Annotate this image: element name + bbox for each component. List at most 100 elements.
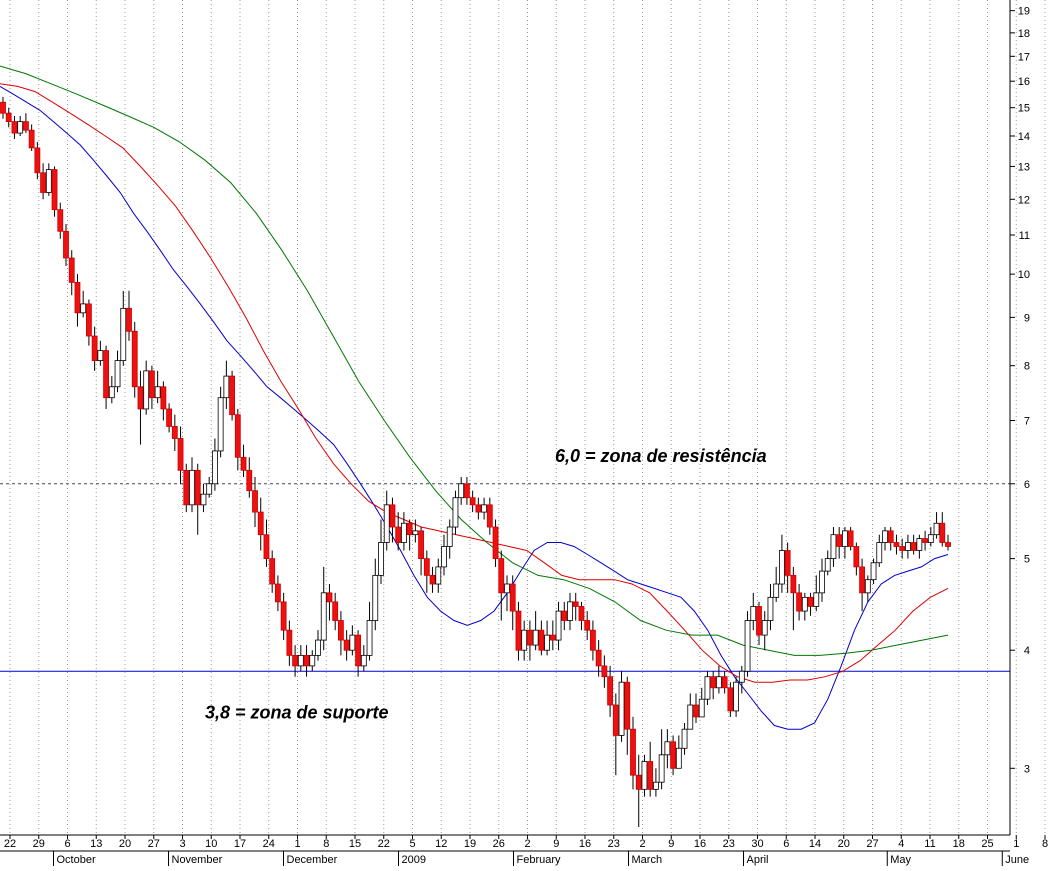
candle	[234, 408, 241, 471]
candle	[86, 299, 92, 346]
candle-body-up	[819, 570, 825, 594]
candle	[590, 620, 596, 661]
x-tick-label: 8	[1042, 838, 1048, 850]
candle	[653, 768, 659, 797]
x-tick-label: 11	[924, 838, 935, 850]
candle	[0, 96, 6, 119]
candle	[527, 620, 533, 661]
y-tick-label: 13	[1018, 161, 1030, 173]
candle-body-up	[441, 546, 447, 568]
candle-body-up	[504, 583, 510, 594]
candle	[836, 527, 843, 559]
candle-body-up	[916, 538, 923, 551]
candle-body-down	[418, 530, 424, 560]
candle-body-up	[297, 654, 304, 667]
candle	[280, 592, 287, 641]
candle	[509, 575, 516, 631]
candle-body-down	[40, 172, 46, 193]
candle-body-up	[767, 596, 774, 621]
candle	[773, 566, 780, 602]
candle	[332, 592, 339, 631]
candle	[870, 558, 877, 585]
candle-body-up	[716, 676, 722, 689]
candle-body-up	[567, 601, 573, 621]
candle-body-down	[275, 583, 281, 603]
candle	[97, 340, 104, 366]
candle-body-up	[309, 654, 316, 667]
candle	[34, 141, 41, 180]
candle-body-down	[171, 426, 178, 439]
candle	[338, 611, 344, 656]
candle-body-up	[366, 620, 373, 656]
candle	[406, 519, 413, 551]
candle-body-down	[91, 335, 98, 362]
candle-body-up	[698, 698, 705, 718]
candle-body-down	[899, 546, 906, 551]
candle	[252, 477, 258, 528]
month-label: April	[747, 854, 769, 866]
candle	[183, 463, 190, 513]
candle	[561, 601, 568, 631]
candle	[750, 592, 757, 631]
candle-body-down	[246, 469, 253, 492]
candle-body-down	[945, 542, 951, 547]
month-label: May	[890, 854, 911, 866]
candle	[492, 519, 499, 567]
candle	[847, 527, 854, 551]
candle-body-up	[200, 493, 207, 506]
x-tick-label: 29	[33, 838, 45, 850]
candle-body-up	[412, 530, 419, 536]
candle	[194, 463, 201, 535]
candle-body-up	[360, 654, 367, 667]
candle	[126, 290, 132, 341]
candle	[223, 360, 230, 409]
x-tick-label: 20	[119, 838, 131, 850]
candle	[418, 527, 424, 576]
candle	[229, 370, 235, 421]
candle	[664, 729, 671, 769]
y-axis: 3 4 5 6 7 8 9 10 11 12 13 14 15 16 17 18 19	[1009, 0, 1030, 835]
candle-body-up	[905, 542, 911, 551]
candle	[555, 601, 562, 651]
x-tick-label: 23	[723, 838, 735, 850]
x-tick-label: 6	[64, 838, 70, 850]
x-tick-label: 18	[953, 838, 965, 850]
x-tick-label: 30	[751, 838, 763, 850]
candle-body-down	[131, 330, 138, 388]
candle	[292, 645, 298, 677]
candle	[275, 575, 281, 612]
candle-body-down	[57, 209, 64, 232]
candles	[0, 96, 951, 828]
candle-body-up	[618, 681, 625, 736]
candle	[538, 620, 545, 656]
candle	[567, 592, 573, 631]
candle-body-down	[166, 408, 172, 427]
x-tick-label: 1	[294, 838, 300, 850]
candle-body-down	[252, 490, 258, 513]
x-tick-label: 22	[4, 838, 16, 850]
candle	[481, 497, 487, 520]
candle-body-down	[601, 665, 608, 678]
candle	[177, 426, 184, 484]
candle-body-down	[68, 257, 75, 283]
candle-body-down	[86, 303, 92, 337]
candle-body-up	[653, 781, 659, 790]
candle	[864, 575, 871, 602]
y-tick-label: 8	[1024, 361, 1030, 373]
x-tick-label: 15	[349, 838, 361, 850]
candle	[515, 601, 522, 661]
candle-body-up	[876, 542, 883, 564]
candle-body-down	[23, 121, 29, 131]
candle-body-up	[842, 530, 848, 547]
x-tick-label: 14	[809, 838, 821, 850]
candle	[360, 645, 367, 672]
candle-body-down	[509, 583, 516, 612]
candle	[320, 566, 327, 651]
candle-body-down	[612, 704, 619, 736]
y-tick-label: 5	[1024, 554, 1030, 566]
candle	[910, 534, 917, 555]
candle-body-up	[641, 761, 648, 790]
candle-body-down	[183, 469, 190, 506]
candle	[257, 497, 264, 551]
candle-body-down	[137, 386, 144, 410]
